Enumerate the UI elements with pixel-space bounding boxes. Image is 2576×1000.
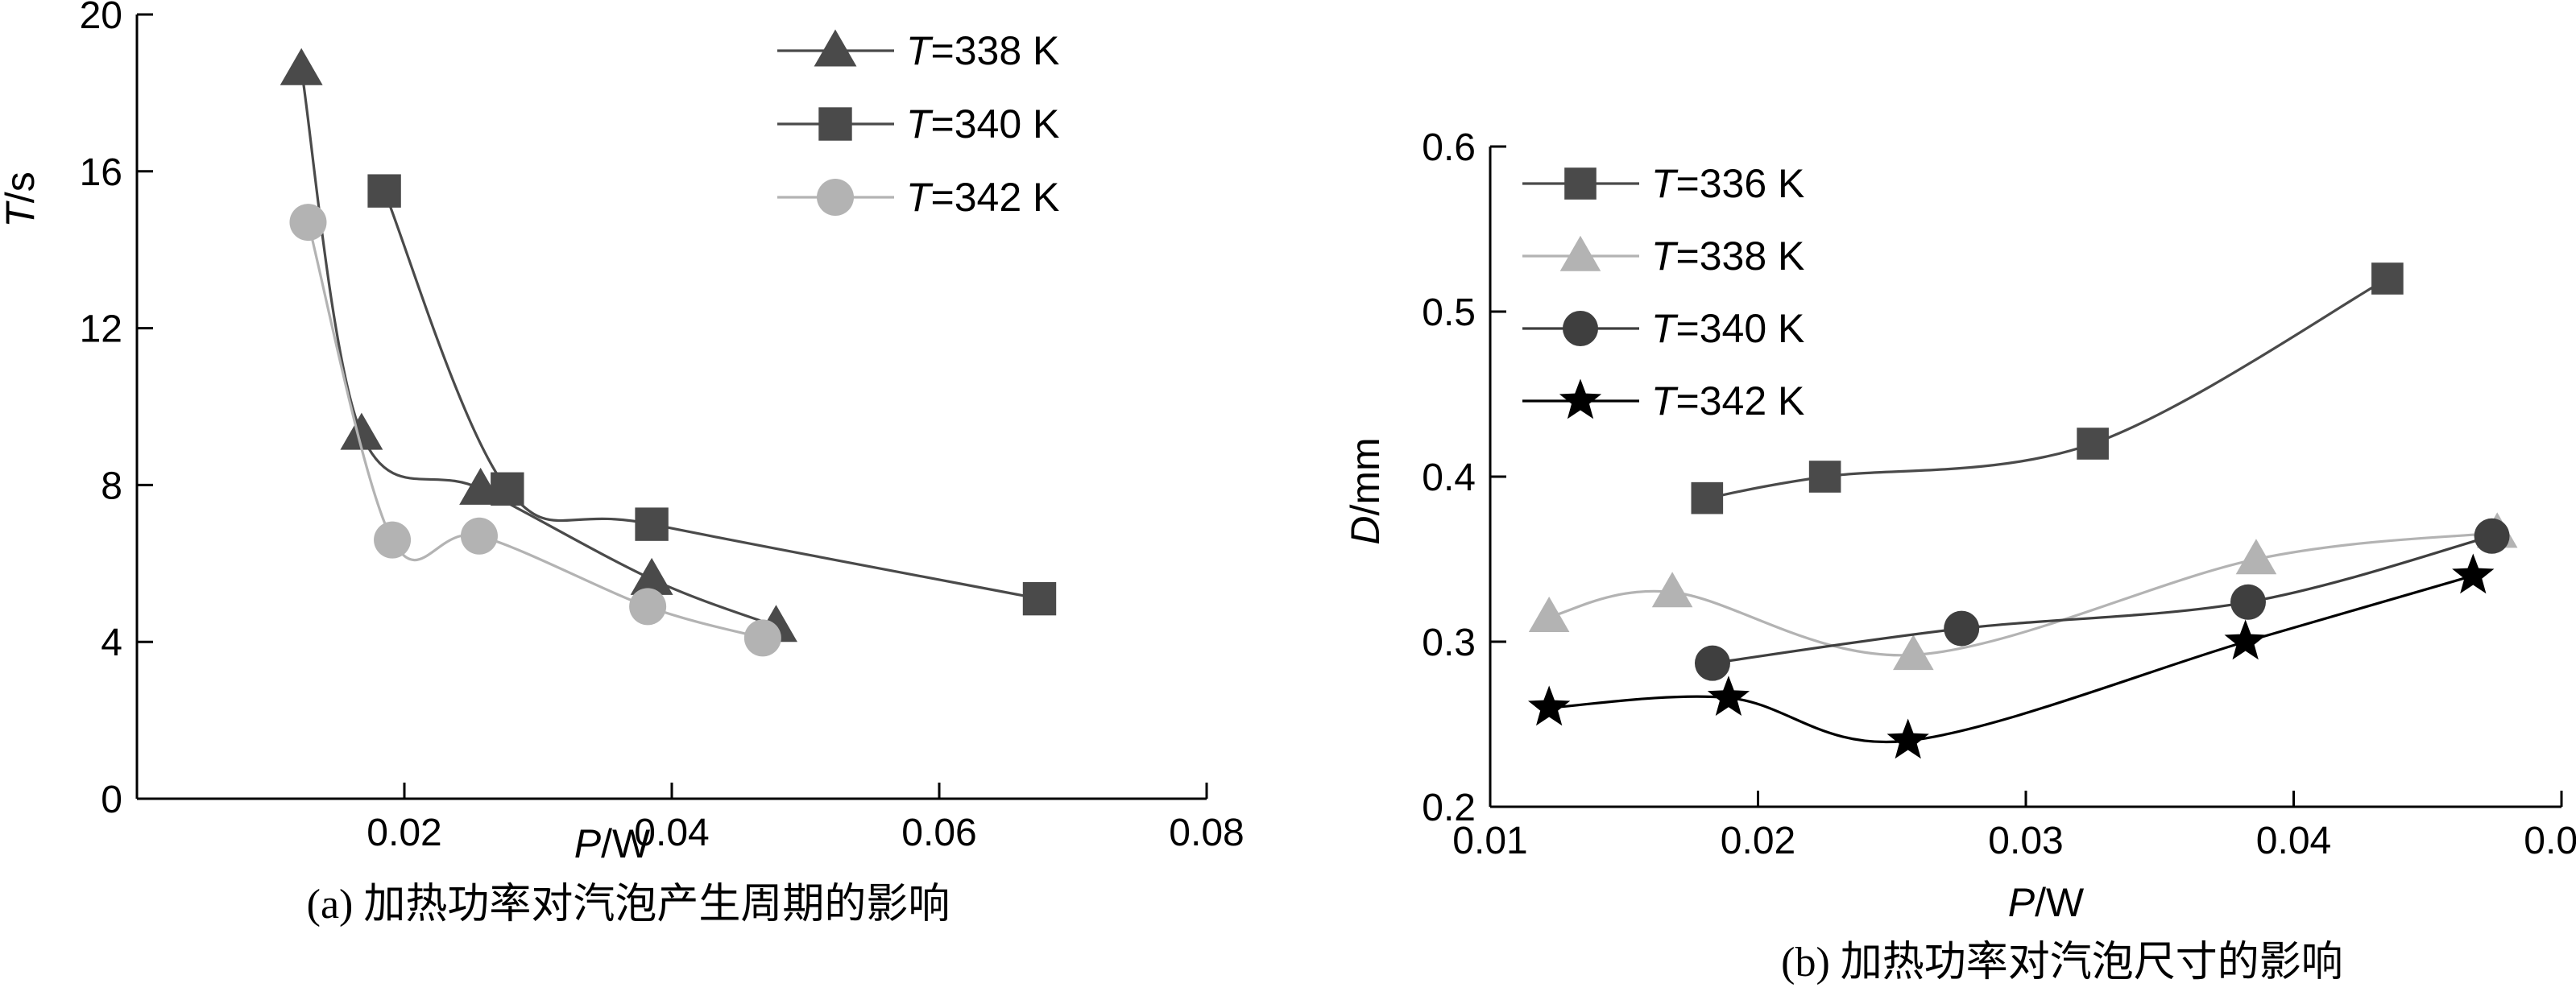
data-point xyxy=(1694,645,1730,681)
legend-label: T=340 K xyxy=(1651,306,1804,351)
data-point xyxy=(630,557,673,595)
figure-caption: (b) 加热功率对汽泡尺寸的影响 xyxy=(1781,940,2343,986)
data-point xyxy=(1691,481,1724,514)
chart-a: 0 4 8 12 16 20 0.02 0.04 0.06 0.08 T/s P/W (a) 加热功率对… xyxy=(0,0,1245,928)
data-point xyxy=(1944,610,1980,647)
legend-entry: T=338 K xyxy=(1522,233,1804,279)
y-tick-label: 0.2 xyxy=(1422,787,1476,829)
data-point xyxy=(367,174,401,208)
y-tick-label: 20 xyxy=(80,0,122,37)
chart-b: 0.2 0.3 0.4 0.5 0.6 0.01 0.02 0.03 0.04 0.05 D/mm P… xyxy=(1343,126,2576,986)
data-point xyxy=(374,521,412,559)
series-line xyxy=(306,221,764,639)
legend-label: T=342 K xyxy=(906,175,1059,220)
y-tick-label: 0.3 xyxy=(1422,622,1476,664)
x-tick-label: 0.01 xyxy=(1452,820,1527,862)
y-tick-label: 8 xyxy=(101,465,122,507)
data-point xyxy=(1707,676,1750,716)
series-line xyxy=(1712,535,2492,665)
series-line xyxy=(1549,574,2474,743)
y-axis-title: D/mm xyxy=(1343,437,1388,544)
data-point xyxy=(460,517,498,555)
series-t-340-k xyxy=(1694,518,2510,681)
series-t-342-k xyxy=(289,204,781,657)
y-tick-label: 0.6 xyxy=(1422,126,1476,169)
y-tick-label: 0 xyxy=(101,779,122,821)
y-tick-label: 12 xyxy=(80,308,122,351)
x-tick-label: 0.02 xyxy=(367,812,441,854)
legend-marker xyxy=(814,29,857,67)
legend-label: T=336 K xyxy=(1651,161,1804,206)
series-line xyxy=(383,190,1040,601)
series-line xyxy=(1548,531,2498,657)
data-point xyxy=(2077,428,2109,460)
legend-marker xyxy=(818,107,852,141)
series-t-340-k xyxy=(367,174,1057,616)
y-axis-title: T/s xyxy=(0,171,43,227)
legend-entry: T=342 K xyxy=(777,175,1059,220)
x-tick-label: 0.03 xyxy=(1988,820,2063,862)
data-point xyxy=(1022,581,1057,616)
y-tick-label: 0.5 xyxy=(1422,291,1476,334)
y-tick-label: 16 xyxy=(80,151,122,194)
series-t-338-k xyxy=(1528,512,2518,671)
data-point xyxy=(635,507,669,541)
y-tick-label: 0.4 xyxy=(1422,457,1476,499)
legend-entry: T=340 K xyxy=(777,101,1059,147)
legend-marker xyxy=(1563,311,1598,346)
series-t-338-k xyxy=(280,48,797,643)
legend-marker xyxy=(1564,167,1597,200)
data-point xyxy=(340,412,383,450)
x-tick-label: 0.05 xyxy=(2524,820,2576,862)
legend-label: T=338 K xyxy=(1651,233,1804,279)
x-tick-label: 0.04 xyxy=(634,812,709,854)
series-line xyxy=(300,68,777,628)
legend-entry: T=342 K xyxy=(1522,378,1804,424)
data-point xyxy=(289,204,327,242)
legend-entry: T=338 K xyxy=(777,28,1059,73)
data-point xyxy=(2235,539,2277,575)
data-point xyxy=(1528,596,1570,632)
data-point xyxy=(2371,262,2404,295)
series-t-336-k xyxy=(1691,262,2404,514)
data-point xyxy=(2224,619,2267,660)
data-point xyxy=(491,472,524,506)
x-tick-label: 0.08 xyxy=(1169,812,1244,854)
series-t-342-k xyxy=(1528,553,2495,759)
x-tick-label: 0.04 xyxy=(2256,820,2331,862)
legend-label: T=338 K xyxy=(906,28,1059,73)
data-point xyxy=(1886,718,1929,759)
data-point xyxy=(2452,553,2495,594)
data-point xyxy=(629,588,667,626)
legend-label: T=340 K xyxy=(906,101,1059,147)
data-point xyxy=(2230,584,2266,620)
x-axis-title: P/W xyxy=(574,821,651,866)
data-point xyxy=(2474,518,2510,554)
legend-entry: T=336 K xyxy=(1522,161,1804,206)
data-point xyxy=(1651,572,1693,608)
x-axis-title: P/W xyxy=(2008,880,2085,925)
data-point xyxy=(743,619,781,657)
legend-marker xyxy=(817,179,854,216)
legend-entry: T=340 K xyxy=(1522,306,1804,351)
data-point xyxy=(1528,685,1571,726)
series-line xyxy=(1707,277,2388,500)
x-tick-label: 0.06 xyxy=(901,812,976,854)
data-point xyxy=(280,48,323,85)
data-point xyxy=(1808,461,1841,493)
figure-caption: (a) 加热功率对汽泡产生周期的影响 xyxy=(307,882,950,928)
x-tick-label: 0.02 xyxy=(1721,820,1795,862)
data-point xyxy=(1893,634,1934,671)
legend-marker xyxy=(1559,378,1602,419)
legend-label: T=342 K xyxy=(1651,378,1804,424)
y-tick-label: 4 xyxy=(101,622,122,664)
legend-marker xyxy=(1559,235,1601,271)
